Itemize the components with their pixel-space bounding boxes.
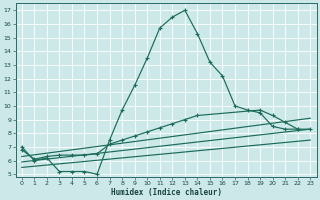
X-axis label: Humidex (Indice chaleur): Humidex (Indice chaleur) bbox=[110, 188, 221, 197]
